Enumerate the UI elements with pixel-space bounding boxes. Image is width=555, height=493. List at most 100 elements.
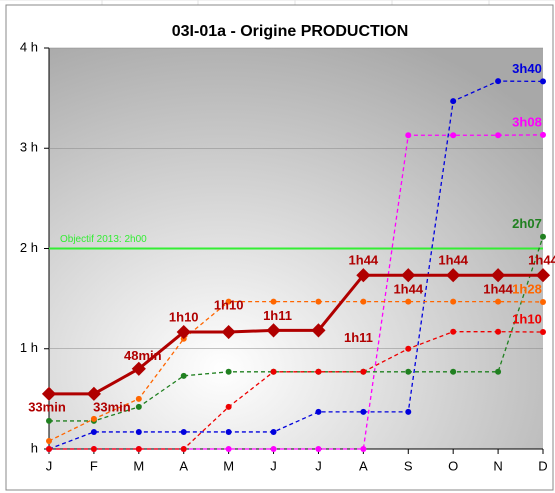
series-line bbox=[48, 300, 544, 442]
data-point bbox=[356, 268, 371, 283]
data-point bbox=[540, 329, 546, 336]
data-point bbox=[405, 298, 412, 305]
data-label: 1h11 bbox=[344, 330, 373, 345]
data-point bbox=[180, 372, 187, 379]
data-label: 2h07 bbox=[512, 216, 542, 231]
x-tick-label: M bbox=[223, 458, 234, 473]
data-point bbox=[225, 428, 232, 435]
data-point bbox=[225, 446, 232, 452]
data-point bbox=[90, 446, 97, 452]
data-point bbox=[540, 78, 546, 85]
data-label: 1h11 bbox=[263, 308, 292, 323]
x-tick-label: F bbox=[90, 458, 98, 473]
data-point bbox=[540, 131, 546, 138]
data-point bbox=[360, 408, 367, 415]
data-point bbox=[90, 428, 97, 435]
y-tick-label: 1 h bbox=[20, 340, 38, 355]
data-point bbox=[450, 132, 457, 139]
data-label: 1h28 bbox=[512, 281, 542, 296]
data-point bbox=[495, 78, 502, 85]
y-tick-label: h bbox=[31, 440, 38, 455]
data-point bbox=[46, 437, 52, 444]
x-tick-label: N bbox=[493, 458, 502, 473]
data-point bbox=[495, 368, 502, 375]
data-point bbox=[315, 408, 322, 415]
data-label: 1h44 bbox=[349, 253, 379, 268]
data-label: 1h10 bbox=[214, 297, 244, 312]
data-point bbox=[315, 298, 322, 305]
series-line bbox=[49, 273, 543, 396]
y-tick-label: 4 h bbox=[20, 39, 38, 54]
x-tick-label: M bbox=[133, 458, 144, 473]
data-label: 33min bbox=[93, 399, 131, 414]
data-point bbox=[266, 323, 281, 338]
x-tick-label: A bbox=[179, 458, 188, 473]
y-tick-label: 2 h bbox=[20, 240, 38, 255]
data-label: 3h08 bbox=[512, 114, 542, 129]
data-point bbox=[405, 345, 412, 352]
data-point bbox=[450, 368, 457, 375]
chart-title: 03I-01a - Origine PRODUCTION bbox=[172, 23, 409, 40]
data-point bbox=[225, 368, 232, 375]
data-point bbox=[221, 324, 236, 340]
data-point bbox=[270, 298, 277, 305]
data-point bbox=[176, 324, 191, 340]
x-tick-label: J bbox=[46, 458, 53, 473]
data-label: 1h44 bbox=[438, 253, 468, 268]
data-point bbox=[450, 98, 457, 105]
data-label: 1h10 bbox=[512, 311, 542, 326]
data-point bbox=[225, 298, 232, 305]
data-label: 1h44 bbox=[393, 282, 423, 297]
data-point bbox=[131, 361, 146, 376]
data-label: 3h40 bbox=[512, 61, 542, 76]
y-tick-label: 3 h bbox=[20, 140, 38, 155]
data-point bbox=[401, 268, 416, 283]
data-label: 33min bbox=[28, 399, 66, 414]
data-point bbox=[180, 446, 187, 452]
data-point bbox=[315, 368, 322, 375]
data-point bbox=[360, 368, 367, 375]
data-point bbox=[41, 386, 57, 401]
x-tick-label: D bbox=[538, 458, 547, 473]
data-point bbox=[535, 268, 551, 283]
data-point bbox=[450, 328, 457, 335]
data-point bbox=[540, 298, 546, 305]
target-label: Objectif 2013: 2h00 bbox=[60, 234, 147, 245]
data-point bbox=[405, 408, 412, 415]
x-tick-label: A bbox=[359, 458, 368, 473]
sheet-grid bbox=[0, 0, 555, 5]
data-point bbox=[86, 386, 101, 401]
data-point bbox=[495, 298, 502, 305]
data-point bbox=[360, 298, 367, 305]
x-tick-label: J bbox=[270, 458, 277, 473]
series-line bbox=[48, 80, 544, 450]
data-point bbox=[135, 446, 142, 452]
data-point bbox=[135, 403, 142, 410]
data-label: 48min bbox=[124, 348, 162, 363]
data-point bbox=[495, 328, 502, 335]
data-point bbox=[270, 368, 277, 375]
data-label: 1h44 bbox=[528, 253, 555, 268]
data-label: 1h10 bbox=[169, 309, 199, 324]
series-line bbox=[49, 331, 544, 450]
data-point bbox=[270, 428, 277, 435]
data-point bbox=[450, 298, 457, 305]
data-point bbox=[46, 417, 52, 424]
x-tick-label: O bbox=[448, 458, 458, 473]
data-point bbox=[46, 446, 52, 452]
data-point bbox=[180, 428, 187, 435]
x-tick-label: J bbox=[315, 458, 322, 473]
data-point bbox=[270, 446, 277, 452]
data-point bbox=[491, 268, 506, 283]
data-point bbox=[135, 395, 142, 402]
data-point bbox=[135, 428, 142, 435]
data-point bbox=[311, 323, 326, 338]
data-point bbox=[225, 403, 232, 410]
data-label: 1h44 bbox=[483, 282, 513, 297]
series-line bbox=[49, 134, 544, 450]
data-point bbox=[90, 415, 97, 422]
data-point bbox=[446, 268, 461, 283]
x-tick-label: S bbox=[404, 458, 413, 473]
